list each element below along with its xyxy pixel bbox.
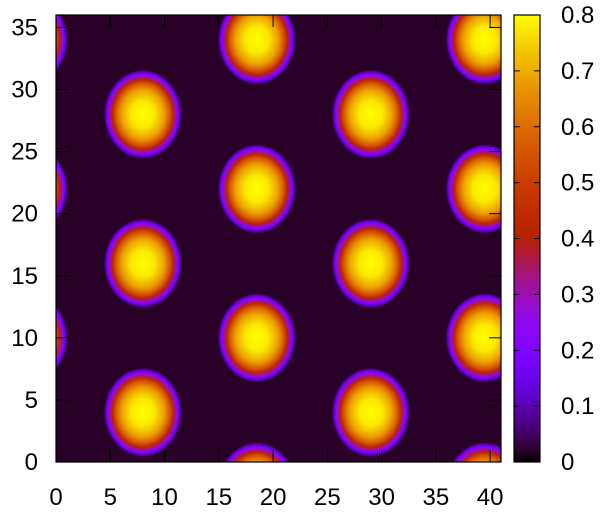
y-tick-label: 20 xyxy=(11,201,38,228)
heatmap-spot xyxy=(331,218,410,308)
heatmap-spot xyxy=(56,156,68,221)
heatmap-spot xyxy=(56,15,68,72)
x-tick-label: 30 xyxy=(368,484,395,511)
colorbar-tick-label: 0.8 xyxy=(561,2,594,29)
x-tick-label: 10 xyxy=(151,484,178,511)
colorbar-tick-label: 0.5 xyxy=(561,170,594,197)
x-tick-label: 15 xyxy=(205,484,232,511)
y-tick-label: 10 xyxy=(11,325,38,352)
heatmap-spot xyxy=(331,367,410,457)
plot-area xyxy=(56,15,501,462)
y-tick-label: 5 xyxy=(25,387,38,414)
y-tick-label: 35 xyxy=(11,14,38,41)
axis-ticks: 0 5 10 15 20 25 30 35 40 0 5 10 15 20 25 30 35 xyxy=(11,14,503,511)
colorbar-tick-label: 0.3 xyxy=(561,281,594,308)
plot-frame xyxy=(55,14,502,463)
colorbar-tick-label: 0.2 xyxy=(561,337,594,364)
y-tick-label: 25 xyxy=(11,139,38,166)
heatmap-spot xyxy=(103,69,182,159)
heatmap-spot xyxy=(217,15,296,85)
heatmap-spot xyxy=(331,69,410,159)
heatmap-spot xyxy=(452,442,501,462)
x-tick-label: 40 xyxy=(477,484,504,511)
x-tick-label: 20 xyxy=(260,484,287,511)
heatmap-spot xyxy=(445,293,501,383)
heatmap-spot xyxy=(103,218,182,308)
colorbar-tick-label: 0.4 xyxy=(561,226,594,253)
y-tick-label: 15 xyxy=(11,263,38,290)
plot-border xyxy=(55,14,502,463)
x-tick-label: 25 xyxy=(314,484,341,511)
heatmap-spot xyxy=(445,144,501,234)
heatmap-spot xyxy=(103,367,182,457)
heatmap-spot xyxy=(217,293,296,383)
x-tick-label: 5 xyxy=(104,484,117,511)
colorbar-tick-label: 0.6 xyxy=(561,114,594,141)
colorbar-tick-label: 0.7 xyxy=(561,58,594,85)
heatmap-spot xyxy=(445,15,501,85)
y-tick-label: 0 xyxy=(25,449,38,476)
y-tick-label: 30 xyxy=(11,77,38,104)
colorbar-tick-label: 0.1 xyxy=(561,393,594,420)
x-tick-label: 0 xyxy=(49,484,62,511)
x-tick-label: 35 xyxy=(423,484,450,511)
colorbar: 0 0.1 0.2 0.3 0.4 0.5 0.6 0.7 0.8 xyxy=(513,2,594,476)
heatmap-spot xyxy=(217,144,296,234)
colorbar-tick-label: 0 xyxy=(561,449,574,476)
